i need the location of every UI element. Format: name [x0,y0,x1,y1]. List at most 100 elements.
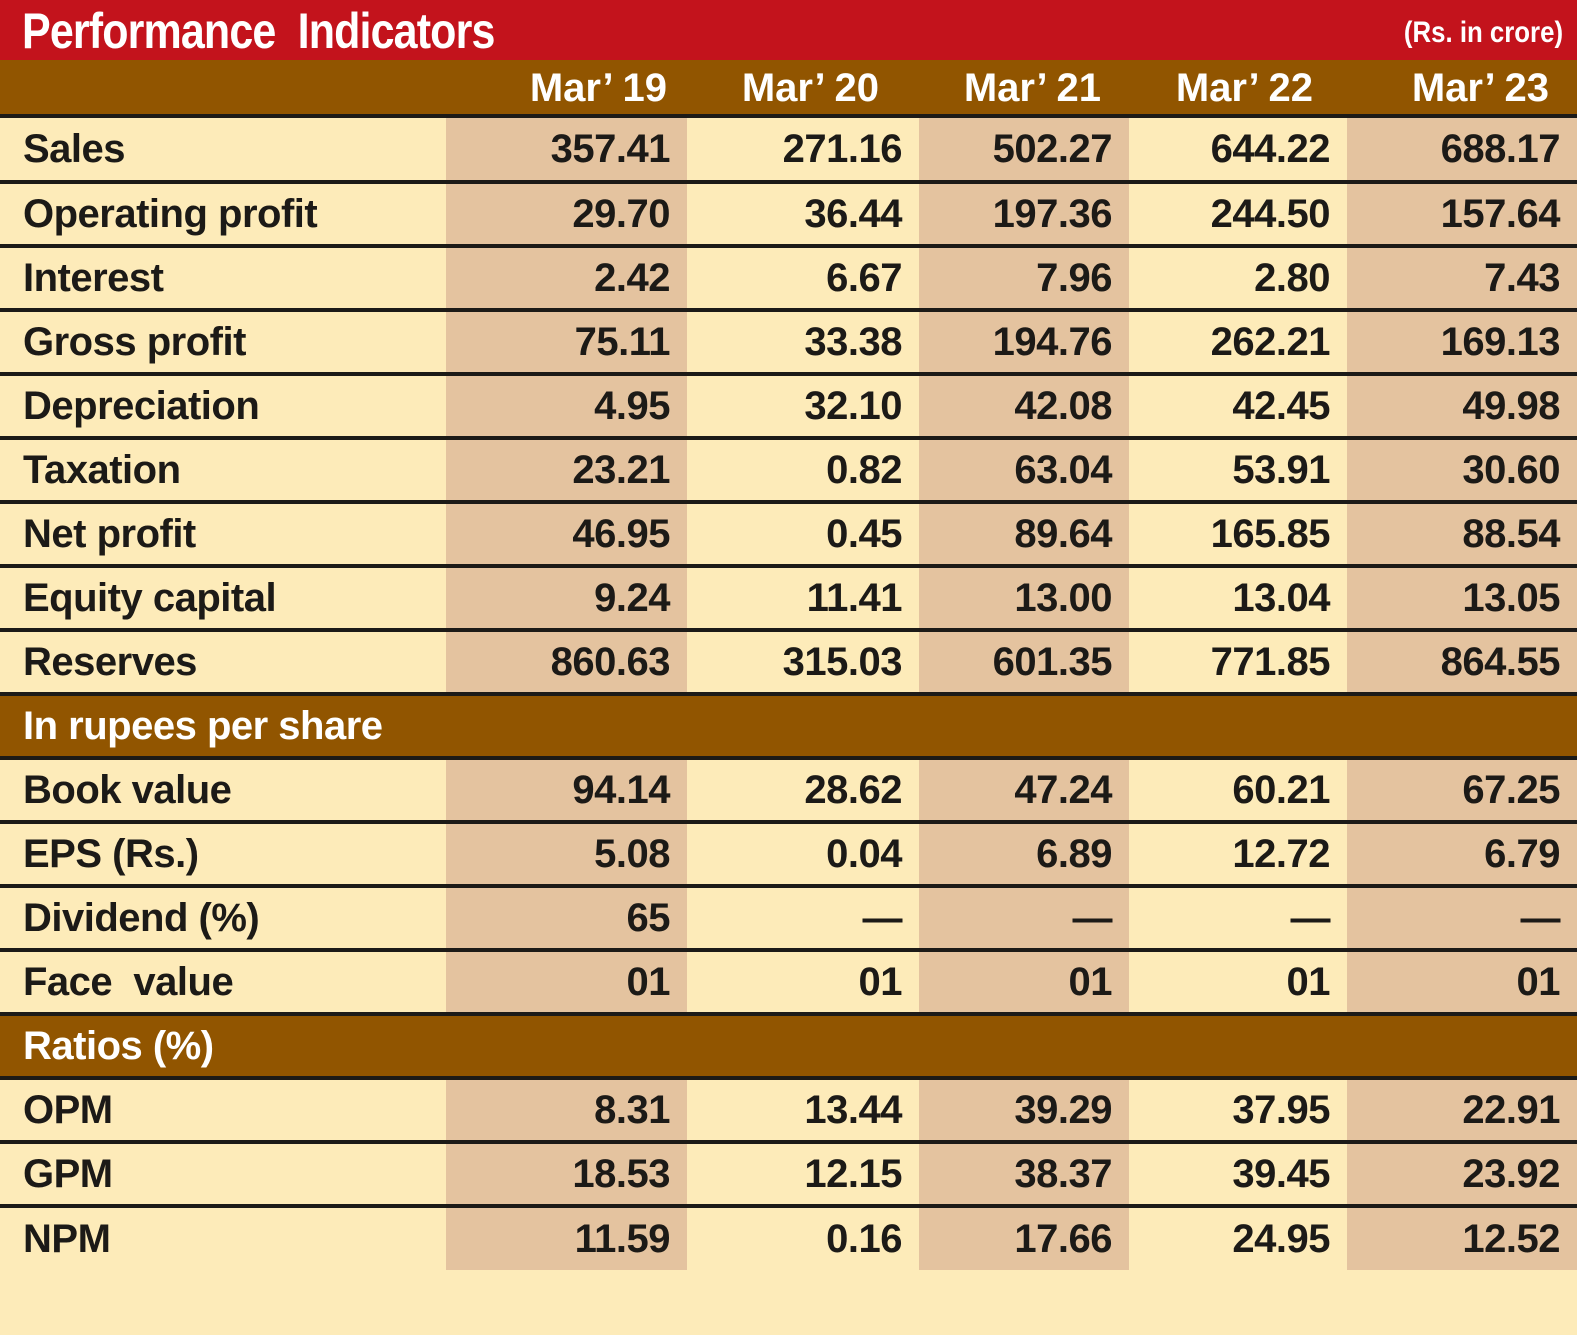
table-cell: 6.79 [1347,822,1577,888]
table-row: Dividend (%) 65— — — — [0,886,1577,952]
table-row: Depreciation 4.95 32.10 42.08 42.45 49.98 [0,374,1577,440]
row-label: Interest [0,246,446,312]
table-cell: 0.16 [687,1206,919,1270]
table-cell: 17.66 [919,1206,1129,1270]
table-cell: 157.64 [1347,182,1577,248]
table-cell: 30.60 [1347,438,1577,504]
section-row-ratios: Ratios (%) [0,1014,1577,1080]
table-cell: 94.14 [446,758,687,824]
row-label: Equity capital [0,566,446,632]
table-cell: 01 [446,950,687,1016]
table-cell: 32.10 [687,374,919,440]
panel-title: Performance Indicators [22,3,495,59]
table-cell: 01 [1347,950,1577,1016]
table-cell: 33.38 [687,310,919,376]
unit-note: (Rs. in crore) [1403,16,1563,49]
table-cell: 39.45 [1129,1142,1347,1208]
table-cell: 315.03 [687,630,919,696]
table-cell: 23.21 [446,438,687,504]
table-cell: 13.05 [1347,566,1577,632]
table-cell: 644.22 [1129,118,1347,184]
table-cell: 197.36 [919,182,1129,248]
table-cell: 53.91 [1129,438,1347,504]
table-cell: 9.24 [446,566,687,632]
row-label: Taxation [0,438,446,504]
table-cell: 46.95 [446,502,687,568]
section-row-per-share: In rupees per share [0,694,1577,760]
table-cell: 5.08 [446,822,687,888]
row-label: Sales [0,118,446,184]
table-cell: 12.52 [1347,1206,1577,1270]
row-label: NPM [0,1206,446,1270]
table-cell: 271.16 [687,118,919,184]
row-label: Gross profit [0,310,446,376]
table-row: OPM 8.31 13.44 39.29 37.95 22.91 [0,1078,1577,1144]
table-row: Net profit 46.95 0.45 89.64 165.85 88.54 [0,502,1577,568]
row-label: Dividend (%) [0,886,446,952]
column-header-row: Mar’ 19 Mar’ 20 Mar’ 21 Mar’ 22 Mar’ 23 [0,60,1577,118]
row-label: Book value [0,758,446,824]
table-cell: 65 [446,886,687,952]
table-cell: 49.98 [1347,374,1577,440]
table-row: Interest 2.42 6.67 7.96 2.80 7.43 [0,246,1577,312]
table-cell: 864.55 [1347,630,1577,696]
table-cell: 169.13 [1347,310,1577,376]
column-header: Mar’ 23 [1411,66,1549,110]
table-cell: 24.95 [1129,1206,1347,1270]
table-cell: 262.21 [1129,310,1347,376]
table-cell: 7.96 [919,246,1129,312]
table-row: EPS (Rs.) 5.08 0.04 6.89 12.72 6.79 [0,822,1577,888]
table-cell: 89.64 [919,502,1129,568]
table-cell: 0.82 [687,438,919,504]
table-cell: 13.00 [919,566,1129,632]
table-cell: 37.95 [1129,1078,1347,1144]
table-cell: 4.95 [446,374,687,440]
table-cell: — [1347,886,1577,952]
column-header: Mar’ 20 [741,66,879,110]
table-row: Sales 357.41 271.16 502.27 644.22 688.17 [0,118,1577,184]
table-cell: 6.67 [687,246,919,312]
table-cell: 0.45 [687,502,919,568]
table-row: NPM 11.59 0.16 17.66 24.95 12.52 [0,1206,1577,1270]
table-cell: 0.04 [687,822,919,888]
table-cell: 11.41 [687,566,919,632]
table-cell: 42.08 [919,374,1129,440]
table-cell: 12.15 [687,1142,919,1208]
section-heading: In rupees per share [0,694,1577,760]
table-cell: 42.45 [1129,374,1347,440]
section-heading: Ratios (%) [0,1014,1577,1080]
row-label: GPM [0,1142,446,1208]
table-cell: 01 [687,950,919,1016]
table-cell: 38.37 [919,1142,1129,1208]
table-cell: 29.70 [446,182,687,248]
indicators-table: Sales 357.41 271.16 502.27 644.22 688.17 Opera… [0,118,1577,1270]
table-cell: 18.53 [446,1142,687,1208]
column-header: Mar’ 22 [1175,66,1313,110]
row-label: Reserves [0,630,446,696]
row-label: EPS (Rs.) [0,822,446,888]
table-cell: 11.59 [446,1206,687,1270]
table-row: GPM 18.53 12.15 38.37 39.45 23.92 [0,1142,1577,1208]
table-row: Face value 01 01 01 01 01 [0,950,1577,1016]
table-cell: 12.72 [1129,822,1347,888]
table-cell: 771.85 [1129,630,1347,696]
table-cell: — [687,886,919,952]
table-row: Gross profit 75.11 33.38 194.76 262.21 169.13 [0,310,1577,376]
table-row: Operating profit 29.70 36.44 197.36 244.50 15… [0,182,1577,248]
column-header: Mar’ 21 [963,66,1101,110]
table-row: Equity capital 9.24 11.41 13.00 13.04 13.05 [0,566,1577,632]
table-cell: 194.76 [919,310,1129,376]
table-cell: 60.21 [1129,758,1347,824]
table-cell: 36.44 [687,182,919,248]
table-cell: 357.41 [446,118,687,184]
table-row: Book value 94.14 28.62 47.24 60.21 67.25 [0,758,1577,824]
table-cell: 13.44 [687,1078,919,1144]
table-cell: 13.04 [1129,566,1347,632]
table-cell: 63.04 [919,438,1129,504]
table-cell: 67.25 [1347,758,1577,824]
table-cell: 23.92 [1347,1142,1577,1208]
row-label: Depreciation [0,374,446,440]
table-cell: 47.24 [919,758,1129,824]
row-label: OPM [0,1078,446,1144]
table-cell: — [919,886,1129,952]
